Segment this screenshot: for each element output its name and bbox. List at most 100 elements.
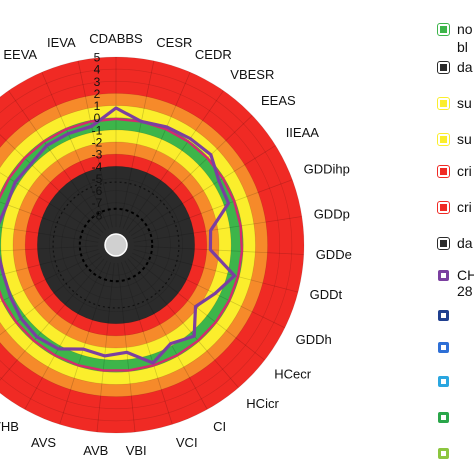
tick-label: -2 xyxy=(92,136,103,150)
tick-label: -5 xyxy=(92,172,103,186)
spoke xyxy=(0,134,104,233)
axis-label: AVB xyxy=(83,443,108,458)
spoke xyxy=(133,249,299,293)
legend-label: 28 xyxy=(457,283,473,299)
grid-ring xyxy=(0,80,281,410)
spoke xyxy=(0,255,103,336)
legend-item xyxy=(438,372,457,390)
legend-label: su xyxy=(457,131,472,147)
spoke xyxy=(125,90,224,231)
radar-hub xyxy=(104,233,128,257)
axis-label: GDDp xyxy=(314,207,350,222)
axis-label: GDDe xyxy=(316,247,352,262)
legend-label: su xyxy=(457,95,472,111)
legend-item xyxy=(438,306,457,324)
spoke xyxy=(121,262,173,425)
legend-item xyxy=(438,444,457,462)
legend-hollow-swatch xyxy=(438,411,449,423)
tick-label: -1 xyxy=(92,123,103,137)
tick-label: 2 xyxy=(94,87,101,101)
grid-ring xyxy=(36,165,196,325)
grid-ring xyxy=(0,93,268,397)
core-dashed-ring-outer xyxy=(52,181,180,309)
axis-label: AVS xyxy=(31,435,56,450)
spoke xyxy=(117,262,136,433)
grid-ring xyxy=(24,153,208,337)
spoke xyxy=(122,72,191,229)
spoke xyxy=(0,252,101,303)
axis-label: HCicr xyxy=(246,396,279,411)
legend-item: da xyxy=(437,58,473,76)
tick-label: -4 xyxy=(92,160,103,174)
grid-ring xyxy=(0,105,256,385)
axis-label: IEVA xyxy=(47,35,76,50)
spoke xyxy=(0,245,99,252)
legend-label: da xyxy=(457,235,473,251)
series-crimson-line xyxy=(0,117,244,372)
spoke xyxy=(132,179,293,240)
legend-label: cri xyxy=(457,199,472,215)
axis-label: CEDR xyxy=(195,47,232,62)
legend-item: su xyxy=(437,130,472,148)
spoke xyxy=(8,90,107,231)
legend-item: 28 xyxy=(438,282,473,300)
legend-label: CH xyxy=(457,267,474,283)
legend-swatch xyxy=(437,236,450,250)
grid-ring xyxy=(49,178,183,312)
spoke xyxy=(96,262,115,433)
spoke xyxy=(124,260,208,410)
spoke xyxy=(131,252,285,329)
legend-item: CH xyxy=(438,266,474,284)
grid-ring xyxy=(0,129,232,361)
axis-label: CDABBS xyxy=(89,31,143,46)
grid-ring xyxy=(61,190,171,300)
grid-ring xyxy=(85,214,147,276)
tick-label: -7 xyxy=(92,196,103,210)
spoke xyxy=(0,249,99,276)
spoke xyxy=(41,72,110,229)
spoke xyxy=(0,226,99,243)
tick-label: 1 xyxy=(94,99,101,113)
axis-label: GDDh xyxy=(296,332,332,347)
legend-item: cri xyxy=(437,198,472,216)
tick-label: -6 xyxy=(92,184,103,198)
grid-ring xyxy=(73,202,159,288)
spoke xyxy=(127,258,239,388)
axis-label: IIEAA xyxy=(286,125,320,140)
legend-swatch xyxy=(437,200,450,214)
spoke xyxy=(133,245,304,255)
radar-bands xyxy=(0,56,305,434)
legend-label: bl xyxy=(457,39,468,55)
tick-label: 5 xyxy=(94,51,101,65)
legend-hollow-swatch xyxy=(438,309,449,321)
legend-item: no xyxy=(437,20,473,38)
legend-hollow-swatch xyxy=(438,375,449,387)
axis-label: CI xyxy=(213,419,226,434)
tick-label: 4 xyxy=(94,63,101,77)
axis-label: VBI xyxy=(126,443,147,458)
tick-label: -3 xyxy=(92,148,103,162)
legend-swatch xyxy=(437,132,450,146)
radar-spokes xyxy=(0,57,304,433)
spoke xyxy=(59,262,111,425)
grid-ring xyxy=(0,56,305,434)
spoke xyxy=(119,60,155,228)
legend-hollow-swatch xyxy=(438,341,449,353)
axis-label: HCecr xyxy=(274,366,312,381)
spoke xyxy=(133,216,302,243)
spoke xyxy=(77,60,113,228)
legend-swatch xyxy=(437,60,450,74)
axis-label: EEVA xyxy=(3,47,37,62)
tick-label: 0 xyxy=(94,111,101,125)
legend-hollow-swatch xyxy=(438,269,449,281)
axis-label: GDDihp xyxy=(304,162,350,177)
legend-item xyxy=(438,338,457,356)
legend-swatch xyxy=(437,96,450,110)
legend-item: bl xyxy=(438,38,468,56)
legend-item: da xyxy=(437,234,473,252)
legend-label: cri xyxy=(457,163,472,179)
spoke xyxy=(128,115,253,233)
radar-series xyxy=(0,106,244,372)
